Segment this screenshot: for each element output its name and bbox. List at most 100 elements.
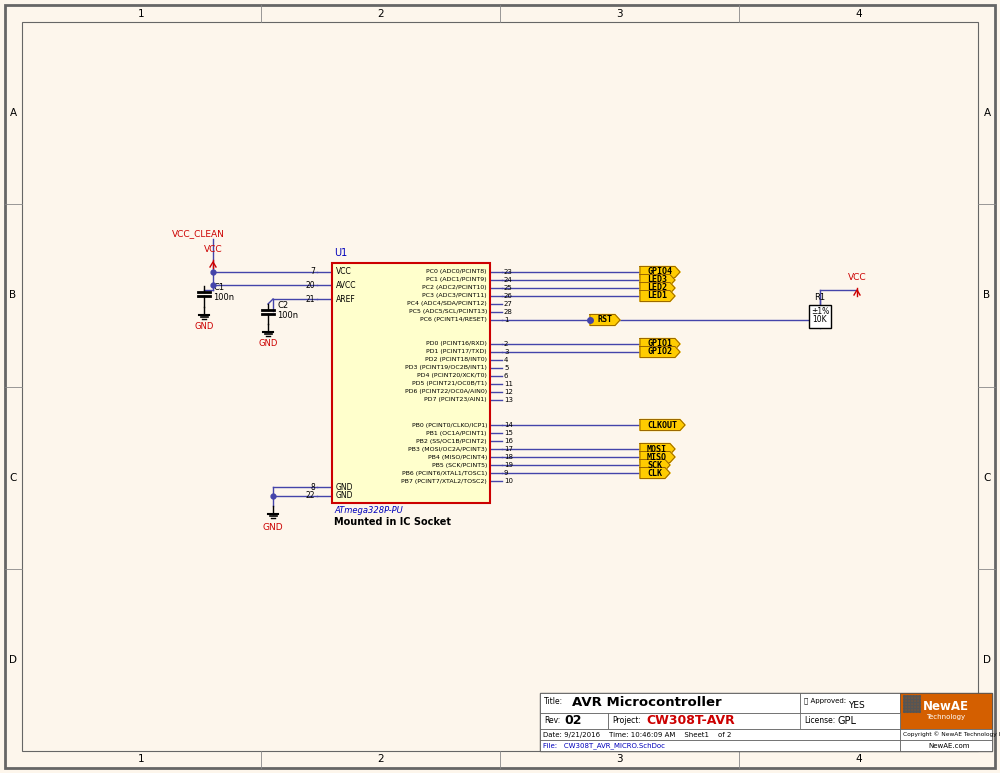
Text: VCC: VCC	[848, 273, 866, 282]
Text: AREF: AREF	[336, 295, 356, 304]
Text: PD7 (PCINT23/AIN1): PD7 (PCINT23/AIN1)	[424, 397, 487, 403]
Text: PC6 (PCINT14/RESET): PC6 (PCINT14/RESET)	[420, 318, 487, 322]
Text: A: A	[983, 108, 991, 118]
Text: PC1 (ADC1/PCINT9): PC1 (ADC1/PCINT9)	[426, 278, 487, 282]
Text: 27: 27	[504, 301, 513, 307]
Text: 1: 1	[138, 754, 145, 764]
Text: 18: 18	[504, 454, 513, 460]
Text: 19: 19	[504, 462, 513, 468]
Text: VCC_CLEAN: VCC_CLEAN	[172, 230, 224, 239]
Text: PC2 (ADC2/PCINT10): PC2 (ADC2/PCINT10)	[422, 285, 487, 291]
Bar	[540, 693, 992, 751]
Text: 15: 15	[504, 430, 513, 436]
Text: AVCC: AVCC	[336, 281, 356, 290]
Text: C: C	[983, 472, 991, 482]
Bar	[809, 305, 831, 328]
Text: 2: 2	[377, 9, 384, 19]
Text: D: D	[9, 655, 17, 665]
Text: GND: GND	[263, 523, 283, 532]
Text: Rev:: Rev:	[544, 716, 560, 725]
Text: RST: RST	[597, 315, 612, 325]
Text: VCC: VCC	[204, 245, 222, 254]
Text: GND: GND	[336, 492, 354, 500]
Polygon shape	[640, 291, 675, 301]
Text: PD2 (PCINT18/INT0): PD2 (PCINT18/INT0)	[425, 357, 487, 363]
Polygon shape	[640, 451, 675, 462]
Bar	[540, 729, 900, 740]
Bar	[540, 713, 608, 729]
Text: B: B	[9, 291, 17, 301]
Bar	[900, 740, 992, 751]
Text: C2: C2	[277, 301, 288, 311]
Text: 28: 28	[504, 309, 513, 315]
Text: PB6 (PCINT6/XTAL1/TOSC1): PB6 (PCINT6/XTAL1/TOSC1)	[402, 471, 487, 475]
Text: Technology: Technology	[926, 714, 966, 720]
Text: 5: 5	[504, 365, 508, 371]
Polygon shape	[640, 339, 680, 349]
Text: Copyright © NewAE Technology Inc.: Copyright © NewAE Technology Inc.	[903, 732, 1000, 737]
Text: PB3 (MOSI/OC2A/PCINT3): PB3 (MOSI/OC2A/PCINT3)	[408, 447, 487, 451]
Text: PD0 (PCINT16/RXD): PD0 (PCINT16/RXD)	[426, 342, 487, 346]
Text: GPIO1: GPIO1	[647, 339, 672, 349]
Text: AVR Microcontroller: AVR Microcontroller	[572, 696, 722, 710]
Text: C: C	[9, 472, 17, 482]
Text: 100n: 100n	[213, 292, 234, 301]
Text: LED1: LED1	[647, 291, 667, 301]
Text: LED3: LED3	[647, 275, 667, 284]
Text: 14: 14	[504, 422, 513, 428]
Polygon shape	[640, 282, 675, 294]
Text: 2: 2	[504, 341, 508, 347]
Polygon shape	[640, 267, 680, 278]
Text: PD3 (PCINT19/OC2B/INT1): PD3 (PCINT19/OC2B/INT1)	[405, 366, 487, 370]
Text: GND: GND	[258, 339, 278, 348]
Text: PC5 (ADC5/SCL/PCINT13): PC5 (ADC5/SCL/PCINT13)	[409, 309, 487, 315]
Text: 4: 4	[504, 357, 508, 363]
Text: PB5 (SCK/PCINT5): PB5 (SCK/PCINT5)	[432, 462, 487, 468]
Text: GPL: GPL	[838, 716, 857, 726]
Text: PD5 (PCINT21/OC0B/T1): PD5 (PCINT21/OC0B/T1)	[412, 382, 487, 386]
Text: PD4 (PCINT20/XCK/T0): PD4 (PCINT20/XCK/T0)	[417, 373, 487, 379]
Text: 🐾 Approved:: 🐾 Approved:	[804, 697, 846, 703]
Text: MOSI: MOSI	[647, 444, 667, 454]
Text: 17: 17	[504, 446, 513, 452]
Text: 100n: 100n	[277, 311, 298, 319]
Text: 23: 23	[504, 269, 513, 275]
Bar	[332, 263, 490, 503]
Text: R1: R1	[814, 292, 826, 301]
Polygon shape	[640, 420, 685, 431]
Polygon shape	[640, 444, 675, 455]
Bar	[900, 729, 992, 740]
Bar	[540, 693, 800, 713]
Text: 21: 21	[306, 295, 315, 304]
Text: 3: 3	[504, 349, 509, 355]
Text: Title:: Title:	[544, 697, 563, 706]
Text: 1: 1	[504, 317, 509, 323]
Text: 24: 24	[504, 277, 513, 283]
Text: PC0 (ADC0/PCINT8): PC0 (ADC0/PCINT8)	[426, 270, 487, 274]
Bar	[800, 693, 900, 713]
Polygon shape	[640, 346, 680, 357]
Text: File:   CW308T_AVR_MICRO.SchDoc: File: CW308T_AVR_MICRO.SchDoc	[543, 742, 665, 749]
Text: Mounted in IC Socket: Mounted in IC Socket	[334, 517, 451, 527]
Text: C1: C1	[213, 284, 224, 292]
Text: PB1 (OC1A/PCINT1): PB1 (OC1A/PCINT1)	[426, 431, 487, 435]
Text: U1: U1	[334, 248, 347, 258]
Text: 4: 4	[855, 9, 862, 19]
Text: ATmega328P-PU: ATmega328P-PU	[334, 506, 403, 515]
Text: Project:: Project:	[612, 716, 641, 725]
Text: PB4 (MISO/PCINT4): PB4 (MISO/PCINT4)	[428, 455, 487, 459]
Text: 22: 22	[306, 492, 315, 500]
Text: 12: 12	[504, 389, 513, 395]
Text: NewAE: NewAE	[923, 700, 969, 713]
Text: Date: 9/21/2016    Time: 10:46:09 AM    Sheet1    of 2: Date: 9/21/2016 Time: 10:46:09 AM Sheet1…	[543, 731, 731, 737]
Text: PB0 (PCINT0/CLKO/ICP1): PB0 (PCINT0/CLKO/ICP1)	[412, 423, 487, 427]
Text: 7: 7	[310, 267, 315, 277]
Text: 26: 26	[504, 293, 513, 299]
Bar	[800, 713, 900, 729]
Text: 16: 16	[504, 438, 513, 444]
Text: PC4 (ADC4/SDA/PCINT12): PC4 (ADC4/SDA/PCINT12)	[407, 301, 487, 307]
Text: CW308T-AVR: CW308T-AVR	[646, 714, 735, 727]
Text: 3: 3	[616, 754, 623, 764]
Text: GND: GND	[336, 482, 354, 492]
Text: License:: License:	[804, 716, 835, 725]
